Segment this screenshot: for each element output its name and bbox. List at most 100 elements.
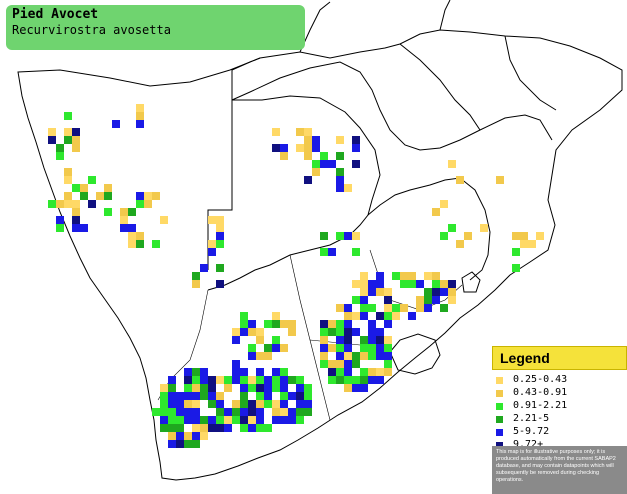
record-cell bbox=[272, 408, 280, 416]
record-cell bbox=[192, 280, 200, 288]
record-cell bbox=[72, 136, 80, 144]
record-cell bbox=[104, 184, 112, 192]
record-cell bbox=[144, 192, 152, 200]
record-cell bbox=[392, 304, 400, 312]
record-cell bbox=[336, 328, 344, 336]
record-cell bbox=[320, 232, 328, 240]
record-cell bbox=[72, 184, 80, 192]
record-cell bbox=[304, 392, 312, 400]
record-cell bbox=[168, 440, 176, 448]
legend-swatch bbox=[496, 376, 503, 384]
record-cell bbox=[192, 376, 200, 384]
record-cell bbox=[232, 328, 240, 336]
record-cell bbox=[64, 136, 72, 144]
record-cell bbox=[360, 296, 368, 304]
record-cell bbox=[208, 416, 216, 424]
record-cell bbox=[368, 344, 376, 352]
record-cell bbox=[208, 240, 216, 248]
record-cell bbox=[256, 408, 264, 416]
record-cell bbox=[384, 360, 392, 368]
species-common-name: Pied Avocet bbox=[12, 7, 99, 22]
record-cell bbox=[296, 400, 304, 408]
record-cell bbox=[344, 328, 352, 336]
record-cell bbox=[328, 160, 336, 168]
legend-item: 9.72+ bbox=[496, 439, 627, 451]
record-cell bbox=[384, 296, 392, 304]
record-cell bbox=[384, 312, 392, 320]
record-cell bbox=[312, 168, 320, 176]
record-cell bbox=[344, 304, 352, 312]
record-cell bbox=[336, 176, 344, 184]
record-cell bbox=[200, 432, 208, 440]
record-cell bbox=[64, 192, 72, 200]
record-cell bbox=[320, 152, 328, 160]
record-cell bbox=[344, 184, 352, 192]
record-cell bbox=[168, 400, 176, 408]
record-cell bbox=[216, 216, 224, 224]
record-cell bbox=[184, 440, 192, 448]
record-cell bbox=[200, 424, 208, 432]
record-cell bbox=[360, 272, 368, 280]
record-cell bbox=[160, 216, 168, 224]
legend-item: 5-9.72 bbox=[496, 426, 627, 438]
record-cell bbox=[376, 368, 384, 376]
record-cells bbox=[48, 104, 544, 448]
record-cell bbox=[240, 400, 248, 408]
record-cell bbox=[328, 328, 336, 336]
record-cell bbox=[256, 392, 264, 400]
record-cell bbox=[456, 240, 464, 248]
record-cell bbox=[528, 240, 536, 248]
record-cell bbox=[256, 328, 264, 336]
record-cell bbox=[232, 408, 240, 416]
record-cell bbox=[320, 248, 328, 256]
record-cell bbox=[88, 200, 96, 208]
record-cell bbox=[176, 440, 184, 448]
record-cell bbox=[200, 416, 208, 424]
legend-item: 2.21-5 bbox=[496, 413, 627, 425]
record-cell bbox=[496, 176, 504, 184]
record-cell bbox=[352, 384, 360, 392]
record-cell bbox=[264, 400, 272, 408]
record-cell bbox=[224, 408, 232, 416]
record-cell bbox=[176, 416, 184, 424]
record-cell bbox=[208, 248, 216, 256]
record-cell bbox=[216, 400, 224, 408]
record-cell bbox=[448, 288, 456, 296]
record-cell bbox=[296, 408, 304, 416]
record-cell bbox=[144, 200, 152, 208]
record-cell bbox=[432, 296, 440, 304]
record-cell bbox=[168, 416, 176, 424]
record-cell bbox=[360, 344, 368, 352]
record-cell bbox=[408, 272, 416, 280]
record-cell bbox=[336, 152, 344, 160]
country-border bbox=[231, 61, 553, 151]
lesotho-border bbox=[389, 333, 441, 375]
record-cell bbox=[256, 368, 264, 376]
record-cell bbox=[280, 152, 288, 160]
record-cell bbox=[248, 376, 256, 384]
legend-label: 5-9.72 bbox=[513, 426, 550, 437]
record-cell bbox=[312, 136, 320, 144]
record-cell bbox=[264, 352, 272, 360]
record-cell bbox=[192, 400, 200, 408]
record-cell bbox=[256, 352, 264, 360]
record-cell bbox=[80, 224, 88, 232]
record-cell bbox=[240, 312, 248, 320]
record-cell bbox=[344, 384, 352, 392]
record-cell bbox=[128, 240, 136, 248]
record-cell bbox=[376, 352, 384, 360]
record-cell bbox=[208, 392, 216, 400]
record-cell bbox=[264, 320, 272, 328]
record-cell bbox=[360, 288, 368, 296]
record-cell bbox=[328, 368, 336, 376]
record-cell bbox=[240, 376, 248, 384]
record-cell bbox=[336, 168, 344, 176]
record-cell bbox=[384, 344, 392, 352]
record-cell bbox=[296, 144, 304, 152]
record-cell bbox=[272, 320, 280, 328]
record-cell bbox=[272, 376, 280, 384]
record-cell bbox=[216, 264, 224, 272]
record-cell bbox=[56, 216, 64, 224]
record-cell bbox=[320, 160, 328, 168]
